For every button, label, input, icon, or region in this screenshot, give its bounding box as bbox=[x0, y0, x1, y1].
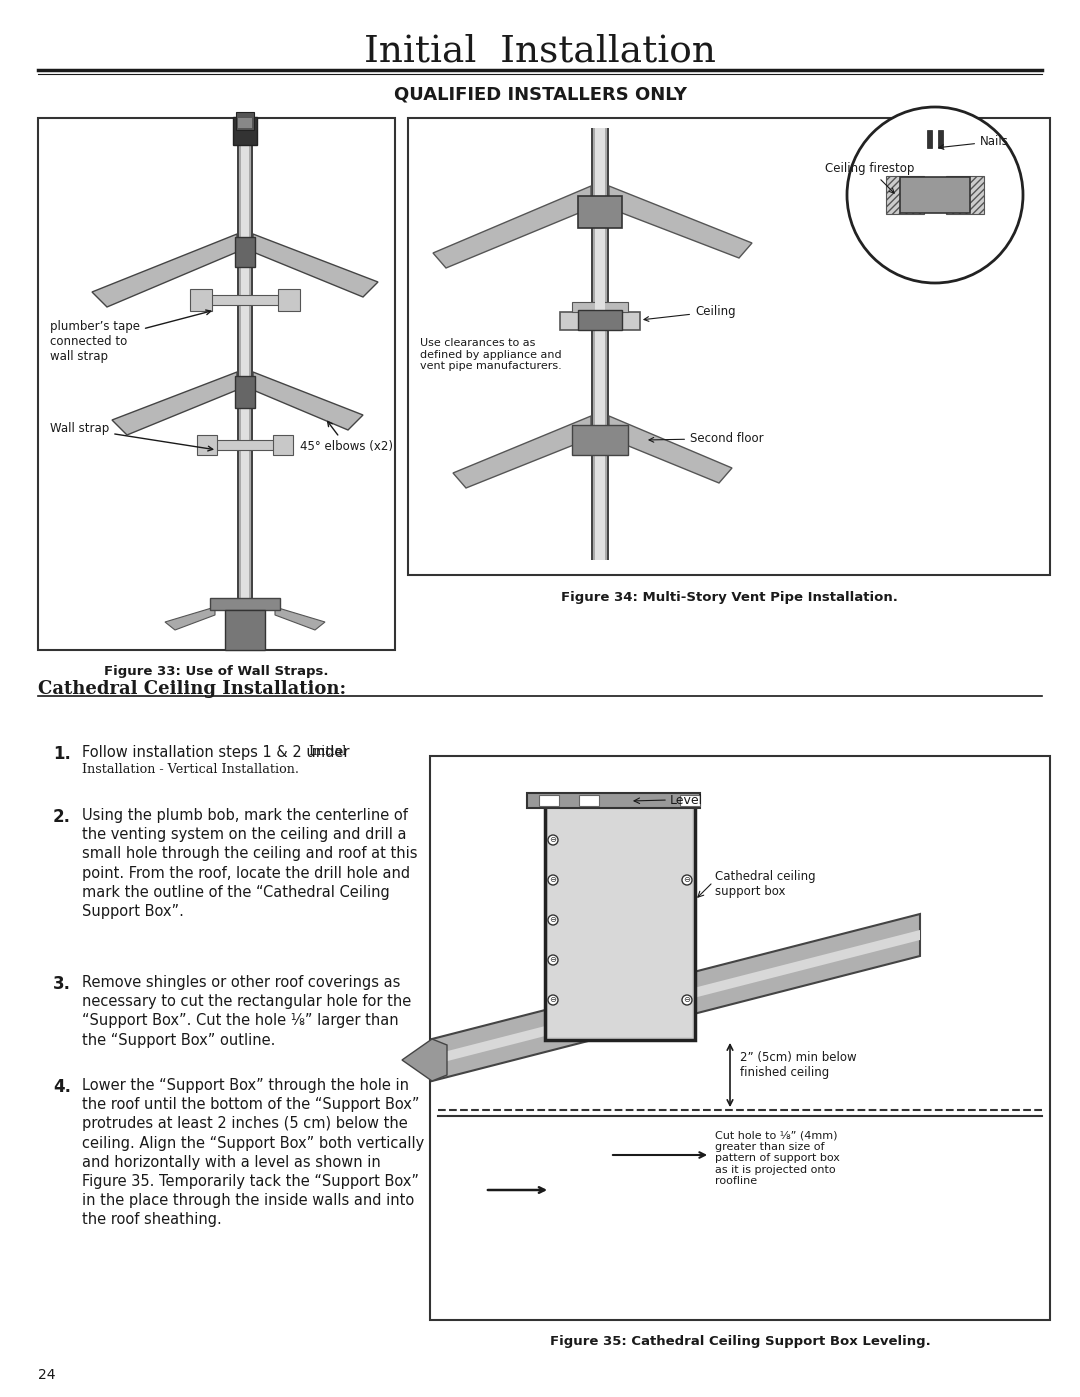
Circle shape bbox=[847, 108, 1023, 284]
Circle shape bbox=[548, 995, 558, 1004]
Text: ⊖: ⊖ bbox=[684, 996, 690, 1004]
Bar bbox=[527, 793, 700, 807]
Text: Ceiling firestop: Ceiling firestop bbox=[825, 162, 915, 193]
Polygon shape bbox=[609, 186, 752, 258]
Bar bbox=[190, 289, 212, 312]
Bar bbox=[235, 237, 255, 267]
Polygon shape bbox=[112, 372, 237, 434]
Polygon shape bbox=[253, 372, 363, 430]
Text: ⊖: ⊖ bbox=[550, 956, 556, 964]
Text: plumber’s tape
connected to
wall strap: plumber’s tape connected to wall strap bbox=[50, 310, 211, 363]
Bar bbox=[946, 176, 984, 214]
Bar bbox=[237, 130, 253, 620]
Bar bbox=[210, 295, 280, 305]
Text: Use clearances to as
defined by appliance and
vent pipe manufacturers.: Use clearances to as defined by applianc… bbox=[420, 338, 562, 372]
Text: ⊖: ⊖ bbox=[550, 835, 556, 845]
Polygon shape bbox=[609, 416, 732, 483]
Bar bbox=[237, 112, 254, 130]
Bar bbox=[233, 117, 257, 145]
Text: 24: 24 bbox=[38, 1368, 55, 1382]
Bar bbox=[239, 130, 251, 620]
Text: Second floor: Second floor bbox=[649, 432, 764, 446]
Bar bbox=[593, 129, 607, 560]
Bar bbox=[225, 610, 265, 650]
Bar bbox=[578, 310, 622, 330]
Text: ⊖: ⊖ bbox=[684, 876, 690, 884]
Text: 4.: 4. bbox=[53, 1078, 71, 1097]
Bar bbox=[926, 140, 944, 265]
Bar bbox=[197, 434, 217, 455]
Bar bbox=[900, 177, 970, 212]
Bar bbox=[886, 176, 924, 214]
Polygon shape bbox=[253, 235, 378, 298]
Polygon shape bbox=[433, 186, 591, 268]
Text: Using the plumb bob, mark the centerline of
the venting system on the ceiling an: Using the plumb bob, mark the centerline… bbox=[82, 807, 418, 919]
Bar bbox=[572, 302, 627, 312]
Bar bbox=[939, 130, 943, 148]
Bar bbox=[238, 117, 252, 129]
Text: QUALIFIED INSTALLERS ONLY: QUALIFIED INSTALLERS ONLY bbox=[393, 87, 687, 103]
Text: Cut hole to ⅛” (4mm)
greater than size of
pattern of support box
as it is projec: Cut hole to ⅛” (4mm) greater than size o… bbox=[715, 1130, 840, 1186]
Bar bbox=[927, 130, 932, 148]
Polygon shape bbox=[432, 914, 920, 1081]
Text: Remove shingles or other roof coverings as
necessary to cut the rectangular hole: Remove shingles or other roof coverings … bbox=[82, 975, 411, 1048]
Polygon shape bbox=[165, 608, 215, 630]
Polygon shape bbox=[402, 1039, 447, 1081]
Text: Cathedral Ceiling Installation:: Cathedral Ceiling Installation: bbox=[38, 680, 346, 698]
Bar bbox=[408, 117, 1050, 576]
Text: ⊖: ⊖ bbox=[550, 876, 556, 884]
Bar bbox=[215, 440, 275, 450]
Bar bbox=[561, 312, 640, 330]
Text: 2” (5cm) min below
finished ceiling: 2” (5cm) min below finished ceiling bbox=[740, 1051, 856, 1078]
Text: Ceiling: Ceiling bbox=[644, 305, 735, 321]
Polygon shape bbox=[453, 416, 591, 488]
Circle shape bbox=[548, 835, 558, 845]
Bar bbox=[235, 376, 255, 408]
Text: Nails: Nails bbox=[939, 136, 1009, 149]
Polygon shape bbox=[275, 608, 325, 630]
Bar bbox=[430, 756, 1050, 1320]
Bar bbox=[680, 795, 700, 806]
Bar bbox=[273, 434, 293, 455]
Text: Initial  Installation: Initial Installation bbox=[364, 34, 716, 70]
Bar bbox=[595, 129, 605, 560]
Polygon shape bbox=[432, 930, 920, 1065]
Bar bbox=[548, 803, 692, 1037]
Text: Figure 33: Use of Wall Straps.: Figure 33: Use of Wall Straps. bbox=[105, 665, 328, 679]
Bar bbox=[924, 140, 946, 265]
Text: ⊖: ⊖ bbox=[550, 915, 556, 925]
Bar bbox=[579, 795, 599, 806]
Bar bbox=[928, 140, 942, 265]
Text: 2.: 2. bbox=[53, 807, 71, 826]
Text: Follow installation steps 1 & 2 under: Follow installation steps 1 & 2 under bbox=[82, 745, 354, 760]
Text: Wall strap: Wall strap bbox=[50, 422, 213, 451]
Bar bbox=[210, 598, 280, 610]
Polygon shape bbox=[92, 235, 237, 307]
Text: Initial: Initial bbox=[308, 745, 347, 759]
Bar bbox=[539, 795, 559, 806]
Text: Cathedral ceiling
support box: Cathedral ceiling support box bbox=[715, 870, 815, 898]
Circle shape bbox=[548, 956, 558, 965]
Text: Lower the “Support Box” through the hole in
the roof until the bottom of the “Su: Lower the “Support Box” through the hole… bbox=[82, 1078, 424, 1228]
Bar bbox=[572, 425, 627, 455]
Bar bbox=[241, 130, 249, 620]
Bar bbox=[38, 117, 395, 650]
Bar bbox=[545, 800, 696, 1039]
Text: 45° elbows (x2): 45° elbows (x2) bbox=[300, 422, 393, 453]
Circle shape bbox=[681, 995, 692, 1004]
Text: 3.: 3. bbox=[53, 975, 71, 993]
Circle shape bbox=[548, 875, 558, 886]
Text: Level: Level bbox=[670, 793, 703, 806]
Text: Figure 35: Cathedral Ceiling Support Box Leveling.: Figure 35: Cathedral Ceiling Support Box… bbox=[550, 1336, 930, 1348]
Circle shape bbox=[681, 875, 692, 886]
Bar bbox=[591, 129, 609, 560]
Text: 1.: 1. bbox=[53, 745, 71, 763]
Bar bbox=[278, 289, 300, 312]
Text: Figure 34: Multi-Story Vent Pipe Installation.: Figure 34: Multi-Story Vent Pipe Install… bbox=[561, 591, 897, 604]
Text: ⊖: ⊖ bbox=[550, 996, 556, 1004]
Text: Installation - Vertical Installation.: Installation - Vertical Installation. bbox=[82, 763, 299, 775]
Bar bbox=[578, 196, 622, 228]
Circle shape bbox=[548, 915, 558, 925]
